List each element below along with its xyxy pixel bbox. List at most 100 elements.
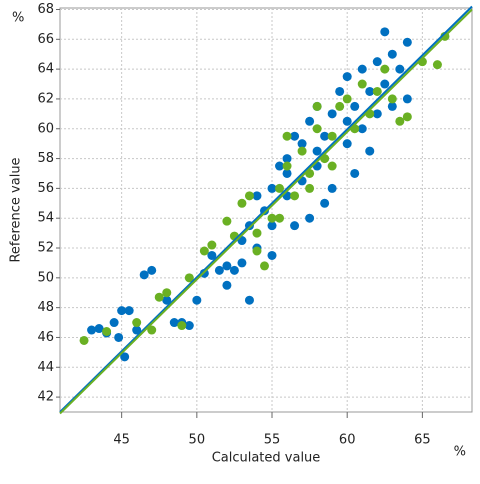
point bbox=[305, 116, 315, 126]
point bbox=[335, 101, 345, 111]
point bbox=[207, 240, 217, 250]
point bbox=[320, 198, 330, 208]
point bbox=[117, 306, 127, 316]
point bbox=[380, 27, 390, 37]
point bbox=[365, 86, 375, 96]
point bbox=[380, 79, 390, 89]
y-tick-label: 44 bbox=[37, 360, 54, 375]
point bbox=[305, 213, 315, 223]
point bbox=[147, 325, 157, 335]
point bbox=[109, 318, 119, 328]
point bbox=[312, 101, 322, 111]
point bbox=[259, 261, 269, 271]
point bbox=[327, 131, 337, 141]
y-tick-label: 46 bbox=[37, 330, 54, 345]
point bbox=[169, 318, 179, 328]
point bbox=[267, 183, 277, 193]
point bbox=[297, 146, 307, 156]
point bbox=[267, 213, 277, 223]
point bbox=[402, 112, 412, 122]
point bbox=[237, 198, 247, 208]
point bbox=[320, 131, 330, 141]
point bbox=[162, 288, 172, 298]
point bbox=[350, 101, 360, 111]
point bbox=[312, 124, 322, 134]
point bbox=[335, 86, 345, 96]
y-unit: % bbox=[12, 11, 24, 26]
point bbox=[124, 306, 134, 316]
point bbox=[290, 221, 300, 231]
point bbox=[327, 109, 337, 119]
point bbox=[387, 101, 397, 111]
point bbox=[282, 131, 292, 141]
point bbox=[94, 324, 104, 334]
point bbox=[275, 161, 285, 171]
point bbox=[222, 216, 232, 226]
point bbox=[79, 335, 89, 345]
point bbox=[132, 318, 142, 328]
point bbox=[327, 161, 337, 171]
point bbox=[357, 124, 367, 134]
point bbox=[207, 250, 217, 260]
point bbox=[387, 49, 397, 59]
point bbox=[282, 154, 292, 164]
point bbox=[312, 146, 322, 156]
point bbox=[87, 325, 97, 335]
point bbox=[305, 183, 315, 193]
point bbox=[282, 161, 292, 171]
point bbox=[357, 79, 367, 89]
point bbox=[184, 273, 194, 283]
point bbox=[342, 94, 352, 104]
point bbox=[229, 265, 239, 275]
point bbox=[342, 72, 352, 82]
x-axis-label: Calculated value bbox=[212, 451, 321, 466]
y-tick-label: 52 bbox=[37, 241, 54, 256]
point bbox=[357, 64, 367, 74]
y-tick-label: 50 bbox=[37, 270, 54, 285]
point bbox=[162, 295, 172, 305]
point bbox=[327, 183, 337, 193]
point bbox=[275, 183, 285, 193]
point bbox=[222, 261, 232, 271]
x-tick-label: 60 bbox=[339, 433, 356, 448]
point bbox=[432, 60, 442, 70]
point bbox=[214, 265, 224, 275]
point bbox=[372, 57, 382, 67]
y-tick-label: 56 bbox=[37, 181, 54, 196]
point bbox=[154, 292, 164, 302]
point bbox=[252, 228, 262, 238]
point bbox=[132, 325, 142, 335]
point bbox=[139, 270, 149, 280]
point bbox=[395, 116, 405, 126]
point bbox=[365, 146, 375, 156]
y-tick-label: 68 bbox=[37, 2, 54, 17]
point bbox=[147, 265, 157, 275]
point bbox=[102, 326, 112, 336]
x-unit: % bbox=[454, 445, 466, 460]
point bbox=[380, 64, 390, 74]
point bbox=[267, 250, 277, 260]
point bbox=[387, 94, 397, 104]
point bbox=[402, 94, 412, 104]
point bbox=[184, 321, 194, 331]
point bbox=[244, 191, 254, 201]
fit-line bbox=[59, 5, 473, 413]
y-tick-label: 54 bbox=[37, 211, 54, 226]
y-tick-label: 62 bbox=[37, 91, 54, 106]
point bbox=[372, 109, 382, 119]
point bbox=[177, 321, 187, 331]
point bbox=[282, 168, 292, 178]
y-tick-label: 58 bbox=[37, 151, 54, 166]
y-tick-label: 64 bbox=[37, 62, 54, 77]
point bbox=[402, 37, 412, 47]
y-tick-label: 42 bbox=[37, 390, 54, 405]
point bbox=[252, 246, 262, 256]
x-tick-label: 45 bbox=[113, 433, 130, 448]
y-tick-label: 60 bbox=[37, 121, 54, 136]
point bbox=[114, 332, 124, 342]
y-tick-label: 66 bbox=[37, 32, 54, 47]
y-tick-label: 48 bbox=[37, 300, 54, 315]
point bbox=[199, 246, 209, 256]
point bbox=[267, 221, 277, 231]
point bbox=[342, 116, 352, 126]
